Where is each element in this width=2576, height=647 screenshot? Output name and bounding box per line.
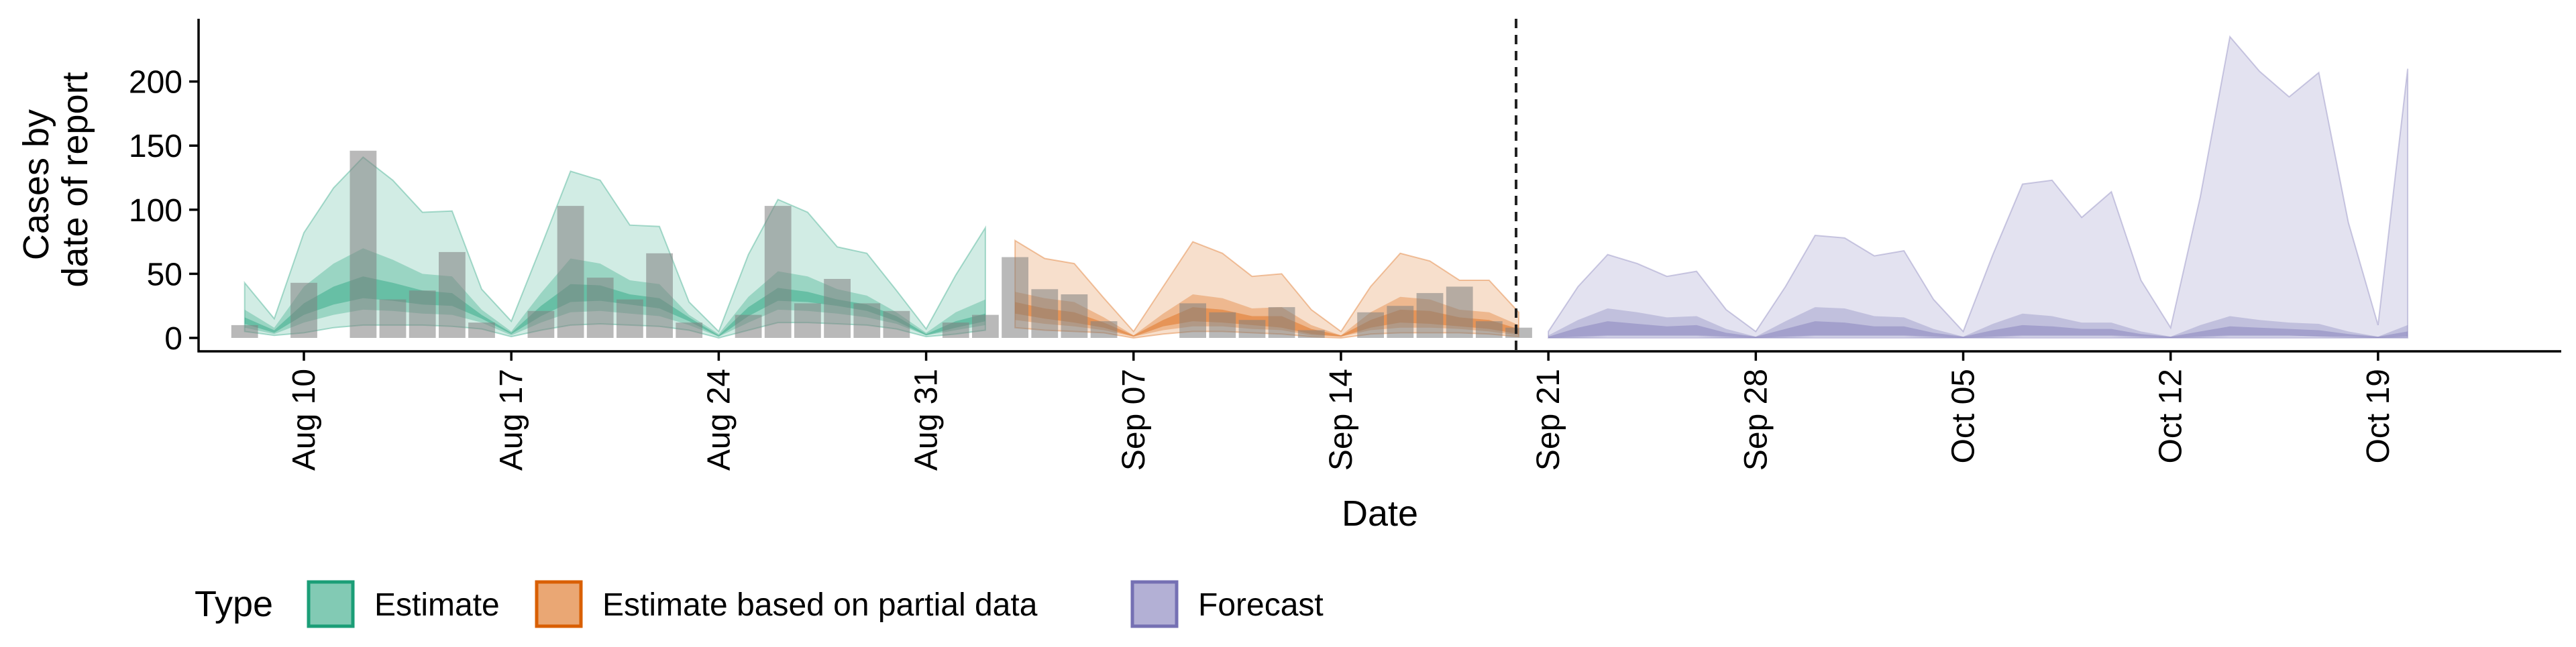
observed-cases-bar — [1387, 306, 1414, 338]
observed-cases-bar — [883, 310, 910, 338]
forecast-band-2 — [1548, 307, 2408, 338]
forecast-band-3 — [1548, 321, 2408, 338]
observed-cases-bar — [231, 325, 258, 338]
observed-cases-bar — [824, 279, 851, 338]
legend-key — [1130, 580, 1179, 628]
x-tick-label: Oct 19 — [2361, 369, 2396, 463]
observed-cases-bar — [1238, 320, 1266, 338]
observed-cases-bar — [1209, 312, 1236, 338]
observed-cases-bar — [764, 206, 792, 338]
x-tick-label: Oct 12 — [2153, 369, 2189, 463]
y-tick-label: 200 — [129, 65, 182, 101]
observed-cases-bar — [557, 206, 584, 338]
x-axis-title: Date — [1342, 493, 1418, 534]
observed-cases-bar — [1031, 289, 1059, 338]
x-tick-label: Sep 21 — [1531, 369, 1566, 471]
x-ticks: Aug 10 Aug 17 Aug 24 Aug 31 Sep 07 Sep 14 Sep … — [286, 351, 2396, 471]
x-tick-label: Aug 24 — [701, 369, 737, 471]
observed-cases-bar — [439, 251, 466, 338]
legend-label: Estimate based on partial data — [602, 587, 1038, 623]
legend-label: Forecast — [1198, 587, 1324, 623]
observed-cases-bar — [409, 290, 436, 338]
y-tick-label: 0 — [164, 321, 182, 357]
y-axis-title-line-1: Cases by — [16, 109, 56, 260]
observed-cases-bar — [942, 322, 969, 338]
observed-cases-bar — [1446, 286, 1473, 338]
estimate-based-on-partial-data-band-3 — [1015, 302, 1519, 337]
observed-cases-bar — [1416, 293, 1444, 338]
y-axis-title-line-2: date of report — [55, 72, 95, 287]
legend-title: Type — [195, 584, 273, 624]
observed-cases-bar — [1297, 330, 1325, 338]
observed-cases-bar — [1268, 307, 1295, 338]
estimate-band-2 — [244, 248, 985, 337]
legend-key — [535, 580, 583, 628]
observed-cases-bar — [972, 314, 999, 338]
observed-cases-bar — [350, 150, 377, 339]
observed-cases-bar — [379, 299, 407, 338]
y-tick-label: 100 — [129, 193, 182, 229]
observed-cases-bar — [1179, 303, 1206, 338]
observed-cases-bar — [676, 322, 703, 338]
observed-cases-bar — [1090, 321, 1118, 338]
observed-cases-bar — [1061, 294, 1088, 338]
x-tick-label: Aug 10 — [286, 369, 322, 471]
observed-cases-bar — [1357, 312, 1384, 338]
x-tick-label: Oct 05 — [1946, 369, 1982, 463]
y-tick-label: 50 — [147, 257, 182, 292]
observed-cases-bar — [646, 253, 673, 338]
observed-cases-bar — [1475, 321, 1503, 338]
x-tick-label: Sep 07 — [1116, 369, 1152, 471]
observed-cases-bar — [1002, 257, 1028, 338]
observed-cases-bar — [853, 303, 881, 338]
observed-cases-bar — [735, 314, 762, 338]
legend-label: Estimate — [374, 587, 500, 623]
forecast-band-1 — [1548, 35, 2409, 339]
x-tick-label: Aug 31 — [909, 369, 945, 471]
legend-key — [307, 580, 355, 628]
observed-cases-bar — [290, 282, 317, 338]
observed-bars-layer — [231, 150, 1532, 339]
x-tick-label: Aug 17 — [494, 369, 529, 471]
observed-cases-bar — [586, 278, 614, 338]
observed-cases-bar — [1505, 327, 1532, 338]
observed-cases-bar — [794, 303, 821, 338]
y-ticks: 0 50 100 150 200 — [129, 65, 199, 357]
axes-layer — [197, 19, 2561, 353]
observed-cases-bar — [616, 299, 643, 338]
x-tick-label: Sep 14 — [1324, 369, 1359, 471]
x-tick-label: Sep 28 — [1738, 369, 1774, 471]
y-tick-label: 150 — [129, 129, 182, 164]
legend: Type Estimate Estimate based on partial d… — [195, 580, 1324, 628]
observed-cases-bar — [527, 310, 555, 338]
y-axis-title: Cases by date of report — [16, 72, 95, 287]
observed-cases-bar — [468, 322, 495, 338]
